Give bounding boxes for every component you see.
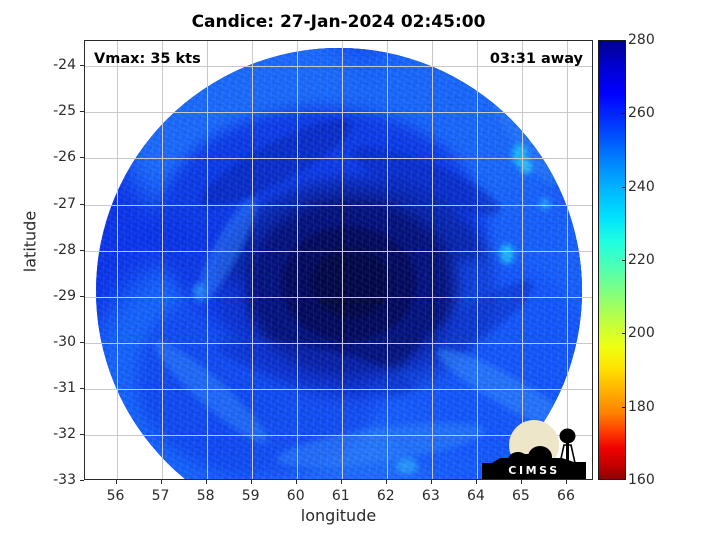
colorbar: [598, 40, 626, 480]
gridline-vertical: [117, 41, 118, 479]
x-tick-label: 60: [286, 488, 305, 504]
x-tick-label: 57: [151, 488, 170, 504]
gridline-horizontal: [85, 158, 592, 159]
y-tick-label: -31: [53, 379, 76, 396]
x-tick-mark: [116, 480, 117, 484]
y-tick-mark: [80, 204, 84, 205]
x-tick-label: 63: [421, 488, 440, 504]
x-tick-mark: [431, 480, 432, 484]
y-axis-label: latitude: [20, 210, 40, 273]
x-tick-label: 66: [557, 488, 575, 504]
y-tick-mark: [80, 111, 84, 112]
colorbar-tick-mark: [622, 187, 626, 188]
gridline-horizontal: [85, 297, 592, 298]
x-tick-mark: [476, 480, 477, 484]
x-axis-label: longitude: [300, 506, 377, 525]
colorbar-tick-label: 280: [628, 32, 655, 48]
gridline-vertical: [342, 41, 343, 479]
y-tick-mark: [80, 250, 84, 251]
cimss-logo: CIMSS: [482, 420, 586, 479]
y-tick-mark: [80, 480, 84, 481]
gridline-horizontal: [85, 389, 592, 390]
y-tick-mark: [80, 388, 84, 389]
y-tick-label: -32: [53, 425, 76, 442]
y-tick-mark: [80, 434, 84, 435]
x-tick-label: 62: [376, 488, 395, 504]
gridline-vertical: [522, 41, 523, 479]
x-tick-mark: [341, 480, 342, 484]
gridline-horizontal: [85, 205, 592, 206]
gridline-vertical: [162, 41, 163, 479]
y-tick-mark: [80, 296, 84, 297]
gridline-vertical: [387, 41, 388, 479]
colorbar-tick-label: 240: [628, 178, 655, 195]
x-tick-label: 61: [331, 488, 350, 504]
gridline-vertical: [432, 41, 433, 479]
time-away-annotation: 03:31 away: [489, 51, 583, 67]
x-tick-label: 59: [241, 488, 260, 504]
x-tick-mark: [296, 480, 297, 484]
x-tick-mark: [521, 480, 522, 484]
y-tick-mark: [80, 342, 84, 343]
y-tick-label: -27: [53, 195, 76, 212]
gridline-vertical: [297, 41, 298, 479]
x-tick-mark: [206, 480, 207, 484]
gridline-horizontal: [85, 66, 592, 67]
x-tick-mark: [386, 480, 387, 484]
gridline-horizontal: [85, 435, 592, 436]
gridline-horizontal: [85, 251, 592, 252]
x-tick-mark: [251, 480, 252, 484]
colorbar-tick-label: 200: [628, 325, 655, 342]
gridline-vertical: [477, 41, 478, 479]
colorbar-tick-label: 220: [628, 252, 655, 268]
gridline-horizontal: [85, 112, 592, 113]
colorbar-tick-label: 160: [628, 472, 655, 488]
x-tick-label: 65: [512, 488, 530, 504]
x-tick-mark: [566, 480, 567, 484]
y-tick-label: -25: [53, 103, 76, 120]
gridline-horizontal: [85, 343, 592, 344]
x-tick-label: 58: [196, 488, 215, 504]
gridline-vertical: [207, 41, 208, 479]
colorbar-tick-mark: [622, 260, 626, 261]
gridline-vertical: [567, 41, 568, 479]
x-tick-label: 56: [106, 488, 125, 504]
colorbar-tick-label: 260: [628, 105, 655, 122]
colorbar-tick-mark: [622, 333, 626, 334]
y-tick-label: -24: [53, 57, 76, 74]
colorbar-tick-mark: [622, 113, 626, 114]
x-tick-mark: [161, 480, 162, 484]
y-tick-mark: [80, 157, 84, 158]
colorbar-tick-mark: [622, 407, 626, 408]
y-tick-label: -26: [53, 149, 76, 166]
vmax-annotation: Vmax: 35 kts: [94, 51, 201, 67]
y-tick-label: -28: [53, 241, 76, 258]
cimss-logo-text: CIMSS: [508, 464, 559, 477]
y-tick-label: -33: [53, 472, 76, 488]
y-tick-label: -29: [53, 287, 76, 304]
y-tick-mark: [80, 65, 84, 66]
colorbar-tick-label: 180: [628, 398, 655, 415]
chart-title: Candice: 27-Jan-2024 02:45:00: [191, 12, 486, 32]
y-tick-label: -30: [53, 333, 76, 350]
plot-area: Vmax: 35 kts 03:31 away CIMSS: [84, 40, 593, 480]
x-tick-label: 64: [466, 488, 485, 504]
gridline-vertical: [252, 41, 253, 479]
